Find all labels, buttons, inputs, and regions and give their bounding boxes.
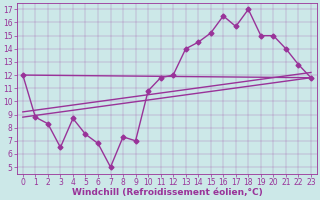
X-axis label: Windchill (Refroidissement éolien,°C): Windchill (Refroidissement éolien,°C) — [72, 188, 262, 197]
